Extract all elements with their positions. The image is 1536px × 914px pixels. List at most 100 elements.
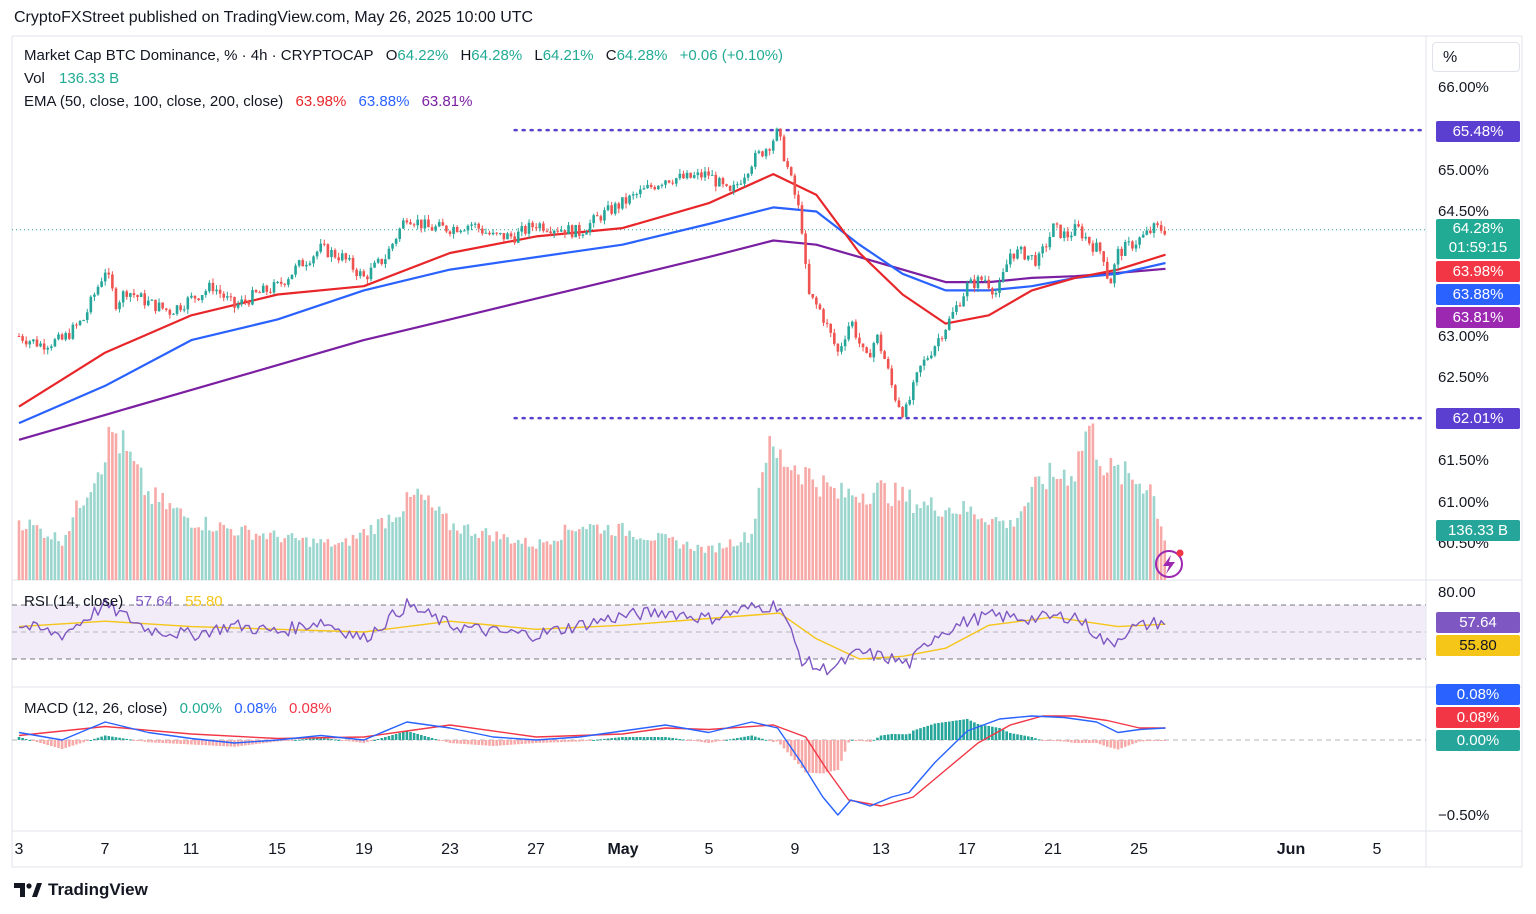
volume-bar — [624, 535, 628, 580]
macd-histogram-bar — [692, 740, 696, 741]
last-price-label: 64.28% 01:59:15 — [1436, 219, 1520, 259]
candle-body — [1116, 248, 1120, 265]
x-tick: 19 — [355, 841, 373, 858]
candle-body — [204, 291, 208, 296]
candle-body — [258, 292, 261, 294]
candle-body — [757, 151, 761, 153]
ema-label[interactable]: EMA (50, close, 100, close, 200, close) — [24, 93, 284, 110]
volume-bar — [236, 535, 240, 580]
volume-bar — [362, 529, 366, 580]
macd-histogram-bar — [894, 734, 897, 740]
volume-bar — [585, 529, 588, 580]
macd-histogram-bar — [890, 734, 894, 740]
volume-bar — [768, 435, 771, 580]
macd-histogram-bar — [958, 720, 962, 740]
volume-bar — [71, 517, 75, 580]
candle-body — [782, 136, 786, 162]
candle-body — [674, 178, 678, 184]
macd-histogram-bar — [60, 740, 64, 749]
rsi-label[interactable]: RSI (14, close) — [24, 593, 124, 610]
close-value: 64.28% — [616, 47, 668, 64]
volume-bar — [358, 532, 362, 580]
rsi-ma-legend-value: 55.80 — [185, 593, 223, 610]
candle-body — [114, 288, 118, 310]
volume-bar — [926, 505, 929, 580]
macd-histogram-bar — [592, 740, 595, 741]
candle-body — [1019, 246, 1023, 250]
macd-histogram-bar — [330, 739, 333, 741]
macd-histogram-bar — [1073, 740, 1077, 743]
volume-bar — [782, 466, 786, 580]
macd-histogram-bar — [563, 740, 567, 742]
macd-histogram-bar — [89, 740, 93, 741]
candle-body — [560, 230, 563, 232]
macd-histogram-bar — [17, 737, 21, 740]
candle-body — [850, 321, 854, 327]
volume-bar — [1023, 506, 1026, 580]
tradingview-brand[interactable]: TradingView — [14, 880, 148, 900]
candle-body — [1145, 230, 1149, 235]
volume-bar — [1138, 483, 1141, 580]
macd-histogram-bar — [459, 740, 463, 744]
volume-bar — [1019, 511, 1023, 580]
scale-unit-button[interactable]: % — [1432, 42, 1520, 72]
symbol-label[interactable]: Market Cap BTC Dominance, % · 4h · CRYPT… — [24, 47, 374, 64]
macd-histogram-bar — [39, 740, 42, 743]
vol-value: 136.33 B — [59, 70, 120, 87]
macd-histogram-bar — [452, 740, 455, 744]
candle-body — [247, 301, 251, 305]
alert-bolt-icon[interactable] — [1155, 549, 1184, 578]
macd-histogram-bar — [85, 740, 89, 742]
horizontal-levels[interactable] — [12, 128, 1428, 420]
macd-histogram-bar — [179, 740, 182, 744]
ema-legend: EMA (50, close, 100, close, 200, close) … — [24, 93, 474, 110]
volume-bar — [441, 513, 445, 580]
candle-body — [664, 180, 667, 185]
volume-bar — [639, 538, 642, 580]
candle-body — [771, 140, 775, 151]
macd-histogram-bar — [46, 740, 50, 745]
volume-bar — [721, 548, 725, 580]
volume-bar — [825, 482, 829, 580]
macd-histogram-bar — [67, 740, 71, 747]
candle-body — [603, 210, 606, 221]
volume-bar — [369, 524, 373, 580]
macd-histogram-bar — [333, 739, 337, 741]
candle-body — [746, 173, 750, 178]
volume-bar — [818, 496, 822, 580]
candle-body — [1052, 223, 1055, 237]
candle-body — [164, 308, 168, 310]
candle-body — [973, 279, 976, 289]
macd-histogram-bar — [991, 726, 994, 740]
volume-bar — [797, 474, 800, 580]
candle-body — [265, 285, 269, 292]
candle-body — [1109, 278, 1113, 284]
macd-histogram-bar — [1095, 740, 1098, 743]
volume-bar — [746, 542, 750, 580]
candle-body — [412, 224, 416, 226]
macd-histogram-bar — [588, 740, 592, 741]
macd-histogram-bar — [1131, 740, 1134, 745]
candle-body — [1127, 241, 1131, 243]
volume-bar — [1095, 459, 1098, 580]
macd-histogram-bar — [1084, 740, 1088, 743]
macd-histogram-bar — [161, 740, 164, 743]
candle-body — [800, 205, 804, 234]
macd-histogram-bar — [1070, 740, 1073, 743]
vol-label[interactable]: Vol — [24, 70, 45, 87]
macd-histogram-bar — [226, 740, 229, 747]
macd-histogram-bar — [775, 740, 779, 742]
candle-body — [610, 205, 613, 214]
candle-body — [366, 276, 369, 280]
volume-bar — [789, 470, 793, 580]
macd-histogram-bar — [1062, 740, 1066, 742]
candle-body — [384, 259, 387, 265]
candle-body — [592, 215, 595, 224]
macd-histogram-bar — [294, 739, 297, 741]
macd-label[interactable]: MACD (12, 26, close) — [24, 700, 168, 717]
volume-bar — [211, 531, 215, 580]
macd-histogram-bar — [617, 737, 621, 740]
volume-bar — [445, 513, 448, 580]
macd-histogram-bar — [53, 740, 57, 747]
